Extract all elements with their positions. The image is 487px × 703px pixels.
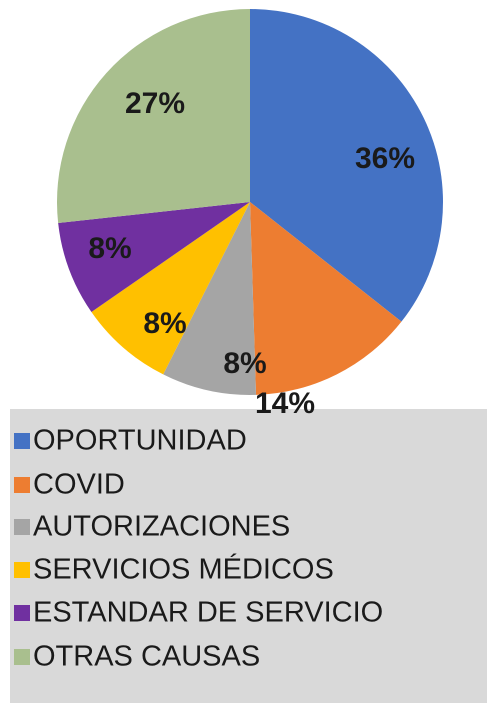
pie-slice — [58, 202, 250, 313]
legend-swatch — [14, 433, 30, 449]
legend-box — [10, 409, 487, 703]
data-label: 8% — [223, 347, 266, 380]
legend-swatch — [14, 519, 30, 535]
pie-slice — [91, 202, 250, 375]
data-label: 14% — [255, 387, 315, 420]
pie-slice — [250, 202, 402, 395]
legend-swatch — [14, 477, 30, 493]
data-label: 8% — [88, 232, 131, 265]
legend-swatch — [14, 649, 30, 665]
legend-label: SERVICIOS MÉDICOS — [33, 553, 334, 586]
data-label: 36% — [355, 142, 415, 175]
legend-swatch — [14, 562, 30, 578]
pie-slice — [163, 202, 257, 395]
legend-swatch — [14, 605, 30, 621]
legend-label: AUTORIZACIONES — [33, 511, 290, 543]
pie-slice — [56, 9, 250, 223]
data-label: 8% — [143, 307, 186, 340]
legend-label: ESTANDAR DE SERVICIO — [33, 597, 383, 629]
legend-label: COVID — [33, 469, 125, 501]
legend-label: OTRAS CAUSAS — [33, 641, 260, 673]
legend-label: OPORTUNIDAD — [33, 425, 247, 457]
data-label: 27% — [125, 87, 185, 120]
pie-slice — [250, 9, 443, 322]
